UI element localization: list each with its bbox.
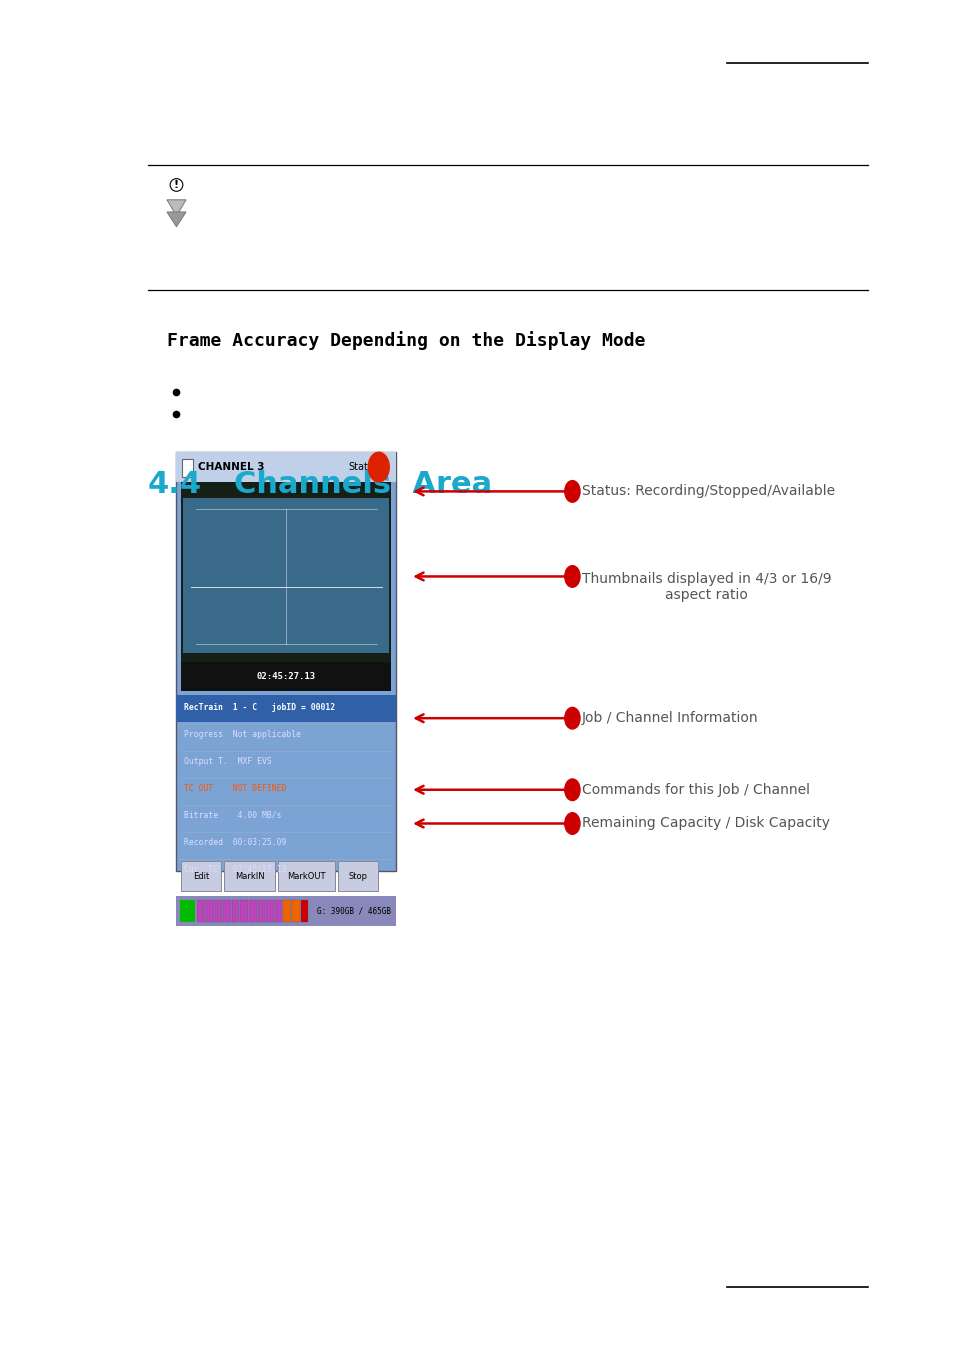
Text: RecTrain  1 - C   jobID = 00012: RecTrain 1 - C jobID = 00012: [184, 703, 335, 711]
FancyBboxPatch shape: [176, 452, 395, 871]
Text: CHANNEL 3: CHANNEL 3: [198, 462, 265, 472]
FancyBboxPatch shape: [181, 861, 221, 891]
Text: G: 390GB / 465GB: G: 390GB / 465GB: [316, 907, 391, 915]
Text: Output T.  MXF EVS: Output T. MXF EVS: [184, 757, 272, 765]
Text: Channels  Area: Channels Area: [233, 470, 492, 500]
FancyBboxPatch shape: [292, 900, 299, 922]
Text: MarkIN: MarkIN: [234, 872, 264, 880]
Text: Job / Channel Information: Job / Channel Information: [581, 711, 758, 725]
Text: Progress  Not applicable: Progress Not applicable: [184, 730, 301, 738]
FancyBboxPatch shape: [240, 900, 248, 922]
Text: !: !: [173, 180, 179, 190]
FancyBboxPatch shape: [197, 900, 205, 922]
FancyBboxPatch shape: [337, 861, 377, 891]
Text: 02:45:27.13: 02:45:27.13: [256, 672, 315, 680]
FancyBboxPatch shape: [274, 900, 282, 922]
Text: Recorded  00:03:25.09: Recorded 00:03:25.09: [184, 838, 286, 846]
Text: Thumbnails displayed in 4/3 or 16/9
aspect ratio: Thumbnails displayed in 4/3 or 16/9 aspe…: [581, 572, 831, 602]
FancyBboxPatch shape: [266, 900, 274, 922]
FancyBboxPatch shape: [224, 861, 274, 891]
FancyBboxPatch shape: [232, 900, 239, 922]
Circle shape: [564, 566, 579, 587]
Polygon shape: [167, 200, 186, 216]
Text: Cur. TC   02:45:27.13: Cur. TC 02:45:27.13: [184, 865, 286, 873]
Text: 4.4: 4.4: [148, 470, 202, 500]
FancyBboxPatch shape: [181, 482, 391, 691]
FancyBboxPatch shape: [214, 900, 222, 922]
FancyBboxPatch shape: [176, 896, 395, 926]
Circle shape: [564, 481, 579, 502]
Text: Remaining Capacity / Disk Capacity: Remaining Capacity / Disk Capacity: [581, 817, 829, 830]
FancyBboxPatch shape: [223, 900, 231, 922]
FancyBboxPatch shape: [257, 900, 265, 922]
FancyBboxPatch shape: [182, 459, 193, 477]
Text: Status: Recording/Stopped/Available: Status: Recording/Stopped/Available: [581, 485, 834, 498]
Circle shape: [368, 452, 389, 482]
FancyBboxPatch shape: [180, 900, 194, 922]
Text: TC OUT    NOT DEFINED: TC OUT NOT DEFINED: [184, 784, 286, 792]
Text: Bitrate    4.00 MB/s: Bitrate 4.00 MB/s: [184, 811, 281, 819]
Text: MarkOUT: MarkOUT: [287, 872, 325, 880]
Polygon shape: [167, 212, 186, 227]
Text: Edit: Edit: [193, 872, 210, 880]
FancyBboxPatch shape: [183, 498, 389, 653]
Circle shape: [564, 707, 579, 729]
FancyBboxPatch shape: [283, 900, 291, 922]
Circle shape: [564, 779, 579, 801]
Circle shape: [564, 813, 579, 834]
FancyBboxPatch shape: [176, 695, 395, 722]
Text: Stop: Stop: [348, 872, 367, 880]
FancyBboxPatch shape: [181, 662, 391, 691]
Text: Commands for this Job / Channel: Commands for this Job / Channel: [581, 783, 809, 796]
FancyBboxPatch shape: [206, 900, 213, 922]
FancyBboxPatch shape: [277, 861, 335, 891]
FancyBboxPatch shape: [176, 452, 395, 482]
FancyBboxPatch shape: [249, 900, 256, 922]
Text: Frame Accuracy Depending on the Display Mode: Frame Accuracy Depending on the Display …: [167, 331, 645, 350]
FancyBboxPatch shape: [300, 900, 308, 922]
Text: Status:: Status:: [348, 462, 382, 472]
